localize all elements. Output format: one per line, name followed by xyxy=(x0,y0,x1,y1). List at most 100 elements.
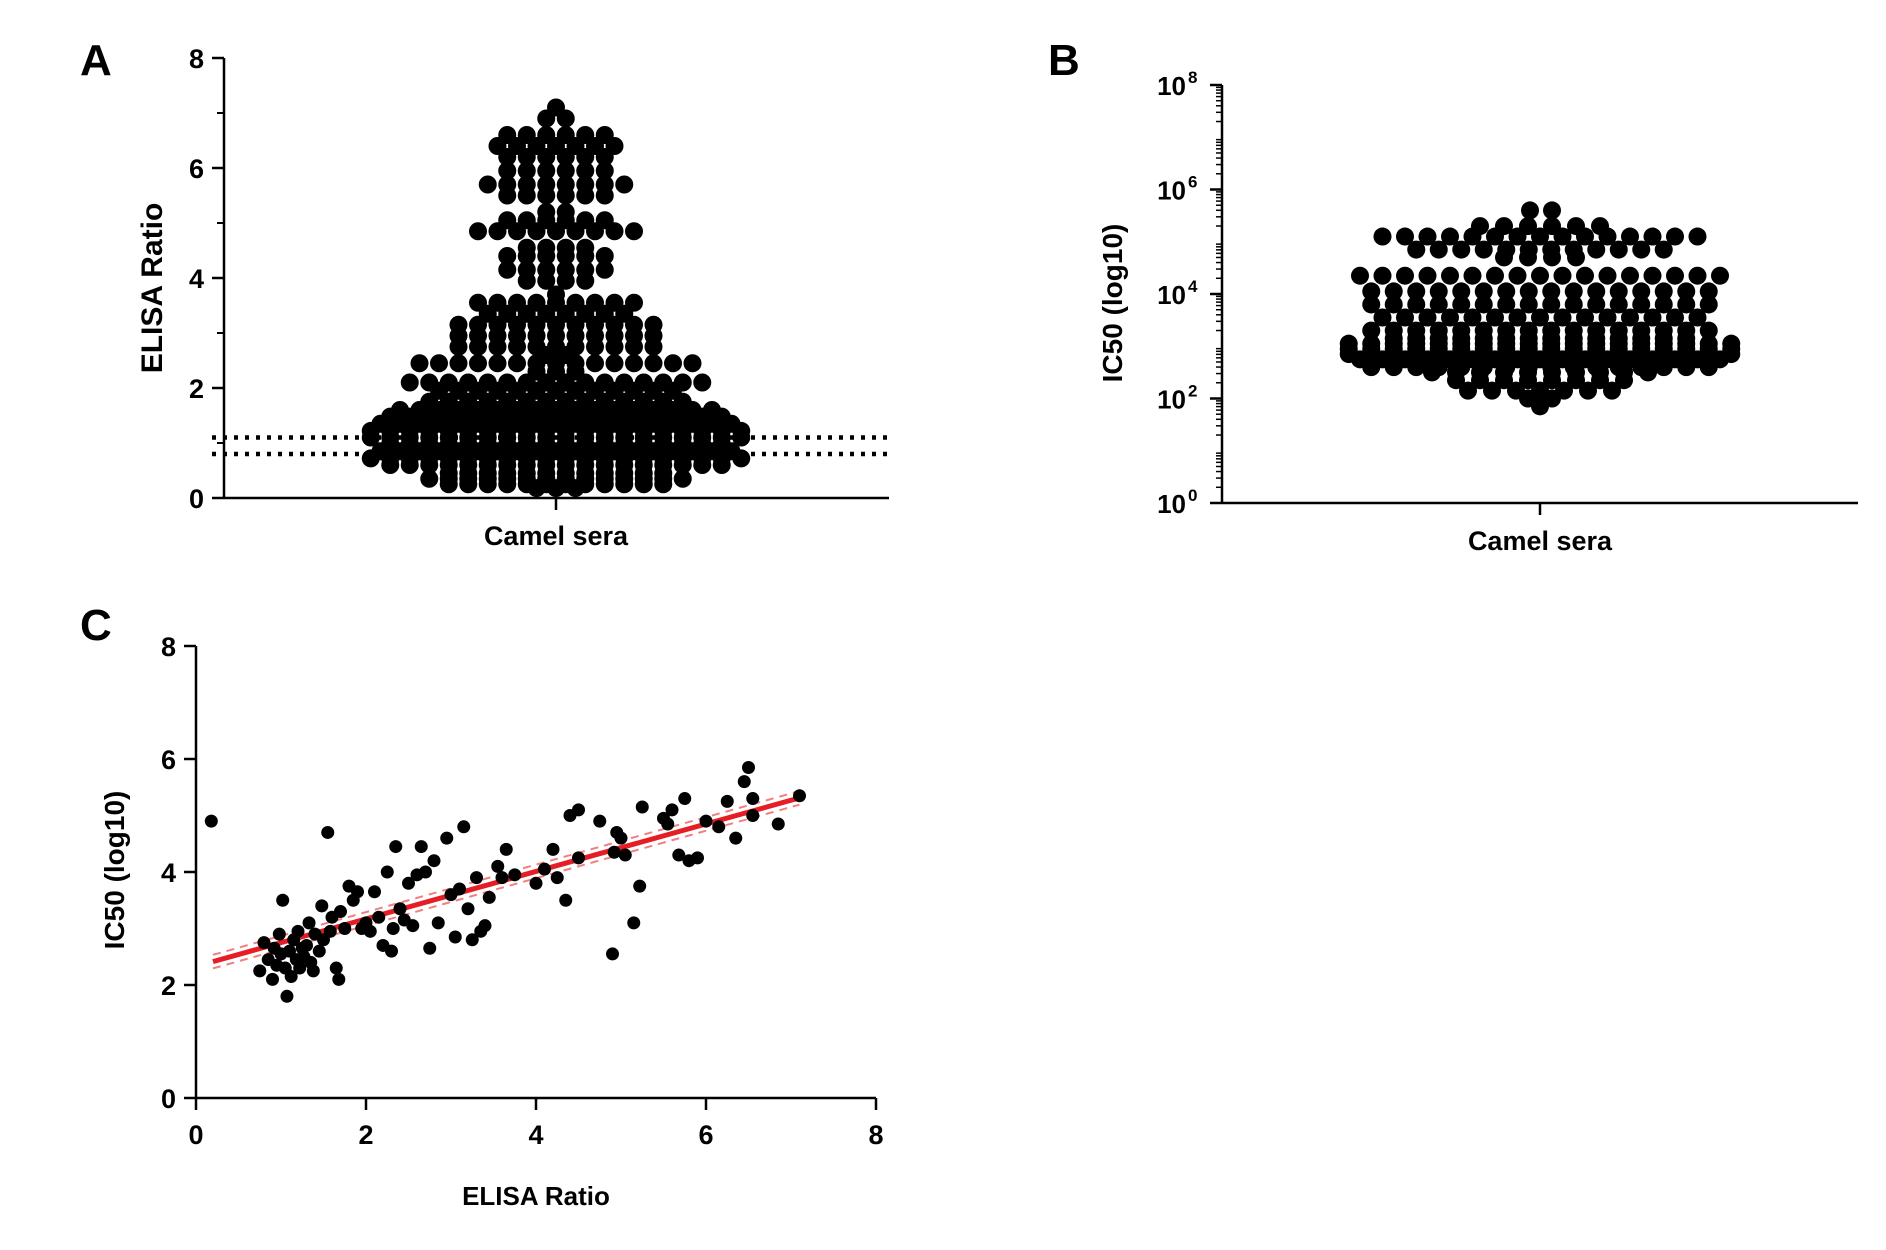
chart-b-point xyxy=(1452,240,1471,259)
chart-a-point xyxy=(547,222,565,241)
chart-a-point xyxy=(488,222,507,241)
chart-a-point xyxy=(576,247,595,265)
panel-label-a: A xyxy=(80,36,112,85)
chart-b-point xyxy=(1495,248,1513,267)
chart-b-point xyxy=(1495,371,1513,390)
chart-a-point xyxy=(556,186,575,205)
chart-b-point xyxy=(1362,295,1381,314)
panel-label-c: C xyxy=(80,601,112,650)
chart-b-point xyxy=(1609,240,1628,259)
chart-a-point xyxy=(439,475,458,494)
chart-b-point xyxy=(1418,227,1437,246)
chart-b-point xyxy=(1677,295,1696,314)
chart-a-point xyxy=(625,222,643,241)
chart-a-point xyxy=(508,222,526,241)
chart-b-point xyxy=(1615,371,1633,390)
chart-c: 0 2 4 6 8 0 2 4 6 8 IC50 (log10) ELISA Ratio xyxy=(99,632,884,1211)
chart-a-point xyxy=(478,175,497,194)
chart-c-point xyxy=(465,933,479,947)
chart-a-point xyxy=(566,479,585,498)
chart-a-point xyxy=(673,456,692,474)
chart-b-point xyxy=(1407,358,1426,377)
chart-b-point xyxy=(1519,371,1537,390)
chart-b-y-tick-exponent: 8 xyxy=(1188,68,1197,87)
chart-a-point xyxy=(459,475,478,494)
chart-b-point xyxy=(1567,248,1585,267)
chart-b-point xyxy=(1418,308,1437,327)
chart-c-point xyxy=(559,893,573,907)
chart-a-point xyxy=(381,456,400,474)
chart-c-point xyxy=(607,845,621,859)
chart-c-point xyxy=(720,794,734,808)
chart-b-y-tick-label: 10 xyxy=(1157,489,1186,519)
chart-b-point xyxy=(1407,240,1426,259)
chart-c-point xyxy=(746,809,760,822)
chart-b-point xyxy=(1677,358,1696,377)
chart-a-point xyxy=(508,337,526,356)
chart-a-point xyxy=(478,475,497,494)
chart-b-point xyxy=(1441,266,1459,285)
chart-a-point xyxy=(527,479,546,498)
chart-a-ylabel: ELISA Ratio xyxy=(136,203,169,374)
chart-c-point xyxy=(529,876,543,890)
chart-b-point xyxy=(1384,295,1403,314)
chart-b-point xyxy=(1407,295,1426,314)
chart-b-point xyxy=(1576,227,1594,246)
chart-c-point xyxy=(614,831,628,845)
chart-c-point xyxy=(546,842,560,856)
chart-c-point xyxy=(627,916,641,930)
chart-b-point xyxy=(1396,227,1414,246)
chart-c-y-ticks: 0 2 4 6 8 xyxy=(161,632,196,1114)
chart-b-point xyxy=(1688,227,1707,246)
chart-c-point xyxy=(427,854,441,868)
chart-c-point xyxy=(678,792,692,806)
chart-b-point xyxy=(1553,308,1572,327)
chart-b-point xyxy=(1463,266,1482,285)
chart-a-point xyxy=(586,354,604,373)
chart-a-point xyxy=(498,186,517,205)
chart-a-point xyxy=(420,469,439,488)
chart-c-point xyxy=(280,989,294,1003)
chart-b-point xyxy=(1553,227,1572,246)
chart-a-cutoff-lines xyxy=(212,435,889,457)
chart-a-point xyxy=(517,148,536,166)
chart-c-point xyxy=(253,964,267,978)
chart-b-point xyxy=(1654,240,1673,259)
chart-b-point xyxy=(1639,363,1657,382)
chart-b-point xyxy=(1564,282,1583,301)
chart-a-point xyxy=(634,475,653,494)
chart-a-point xyxy=(556,161,575,180)
chart-a-point xyxy=(605,354,624,373)
chart-c-point xyxy=(461,902,475,916)
chart-c-point xyxy=(457,820,471,834)
chart-a-point xyxy=(488,354,507,373)
chart-b-point xyxy=(1384,358,1403,377)
chart-b-point xyxy=(1447,371,1465,390)
chart-a-point xyxy=(586,222,604,241)
chart-c-point xyxy=(363,924,377,938)
chart-b-point xyxy=(1587,240,1606,259)
chart-c-point xyxy=(293,961,307,975)
chart-b-point xyxy=(1564,295,1583,314)
chart-a-point xyxy=(420,456,439,474)
chart-c-y-tick-label: 8 xyxy=(161,632,176,662)
chart-c-point xyxy=(593,814,607,828)
chart-c-x-tick-label: 4 xyxy=(528,1120,543,1150)
chart-c-point xyxy=(306,964,320,978)
chart-b-point xyxy=(1598,266,1617,285)
chart-a-point xyxy=(605,337,624,356)
chart-b-point xyxy=(1576,266,1594,285)
chart-c-point xyxy=(550,871,564,885)
chart-b-point xyxy=(1508,308,1527,327)
chart-c-point xyxy=(334,905,347,919)
chart-b-point xyxy=(1423,363,1441,382)
chart-a-point xyxy=(537,186,556,205)
chart-a-y-tick-label: 6 xyxy=(189,154,204,184)
chart-b-point xyxy=(1362,358,1381,377)
chart-c-point xyxy=(448,930,462,944)
chart-b-point xyxy=(1699,358,1718,377)
chart-b-y-tick-exponent: 4 xyxy=(1188,277,1198,296)
chart-b-point xyxy=(1531,397,1549,416)
chart-a-y-tick-label: 8 xyxy=(189,44,204,74)
chart-b-point xyxy=(1598,227,1617,246)
